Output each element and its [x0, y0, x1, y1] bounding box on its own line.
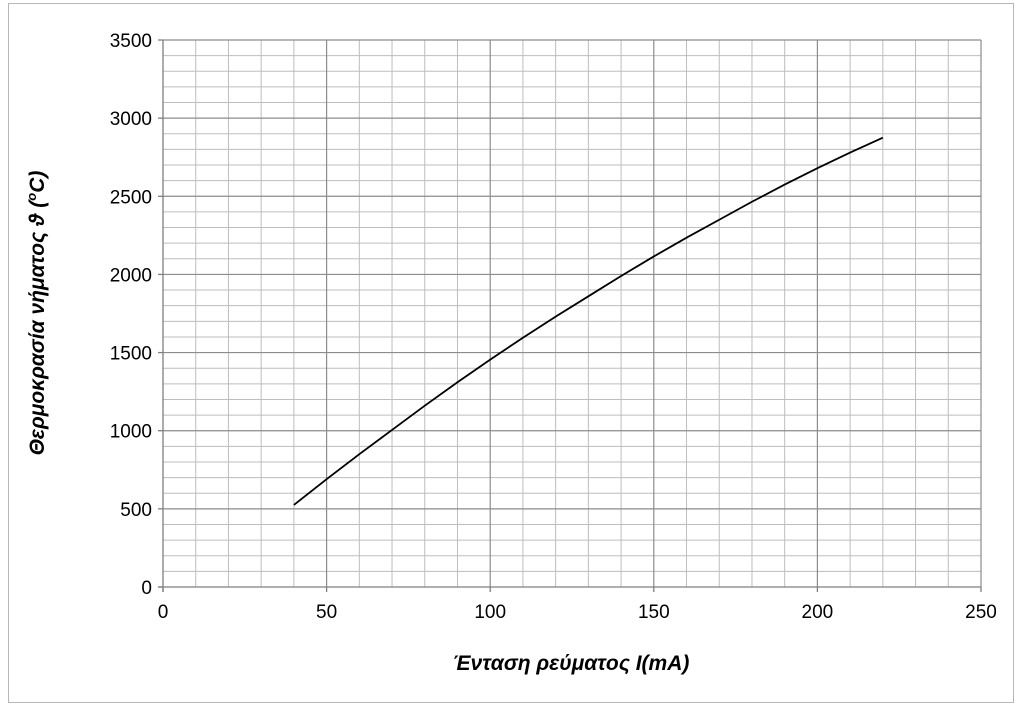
x-tick-label: 50 [316, 602, 337, 623]
y-tick-labels: 0 500 1000 1500 2000 2500 3000 3500 [110, 31, 152, 599]
x-tick-label: 100 [474, 602, 506, 623]
axes [158, 39, 982, 592]
series-group [293, 136, 884, 506]
series-line [293, 136, 884, 506]
x-tick-label: 150 [638, 602, 670, 623]
x-tick-label: 0 [158, 602, 169, 623]
y-tick-label: 500 [120, 500, 152, 521]
x-tick-labels: 0 50 100 150 200 250 [158, 602, 997, 623]
y-tick-label: 2000 [110, 265, 152, 286]
x-axis-title: Ένταση ρεύματος I(mA) [453, 652, 690, 675]
y-tick-label: 1500 [110, 344, 152, 365]
y-tick-label: 3500 [110, 31, 152, 52]
y-axis-title-sup: o [24, 193, 39, 201]
y-axis-title-main: Θερμοκρασία νήματος ϑ ( [26, 199, 49, 456]
y-axis-title-end: C) [26, 171, 49, 193]
x-tick-label: 200 [802, 602, 834, 623]
minor-grid [163, 40, 981, 587]
y-tick-label: 0 [141, 578, 152, 599]
y-tick-label: 3000 [110, 109, 152, 130]
y-axis-title: Θερμοκρασία νήματος ϑ (oC) [24, 171, 49, 456]
x-tick-label: 250 [965, 602, 997, 623]
major-grid [163, 39, 982, 587]
y-tick-label: 1000 [110, 422, 152, 443]
y-tick-label: 2500 [110, 187, 152, 208]
